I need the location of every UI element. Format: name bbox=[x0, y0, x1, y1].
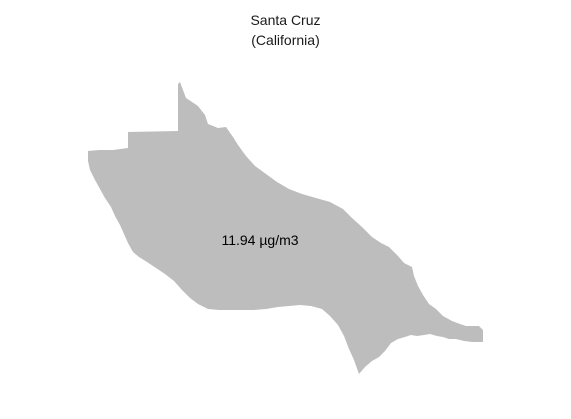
region-value-label: 11.94 µg/m3 bbox=[221, 232, 299, 248]
map-title-block: Santa Cruz (California) bbox=[0, 10, 571, 50]
santa-cruz-county-shape bbox=[88, 82, 483, 374]
map-subtitle: (California) bbox=[251, 32, 320, 48]
map-title: Santa Cruz bbox=[250, 12, 321, 28]
